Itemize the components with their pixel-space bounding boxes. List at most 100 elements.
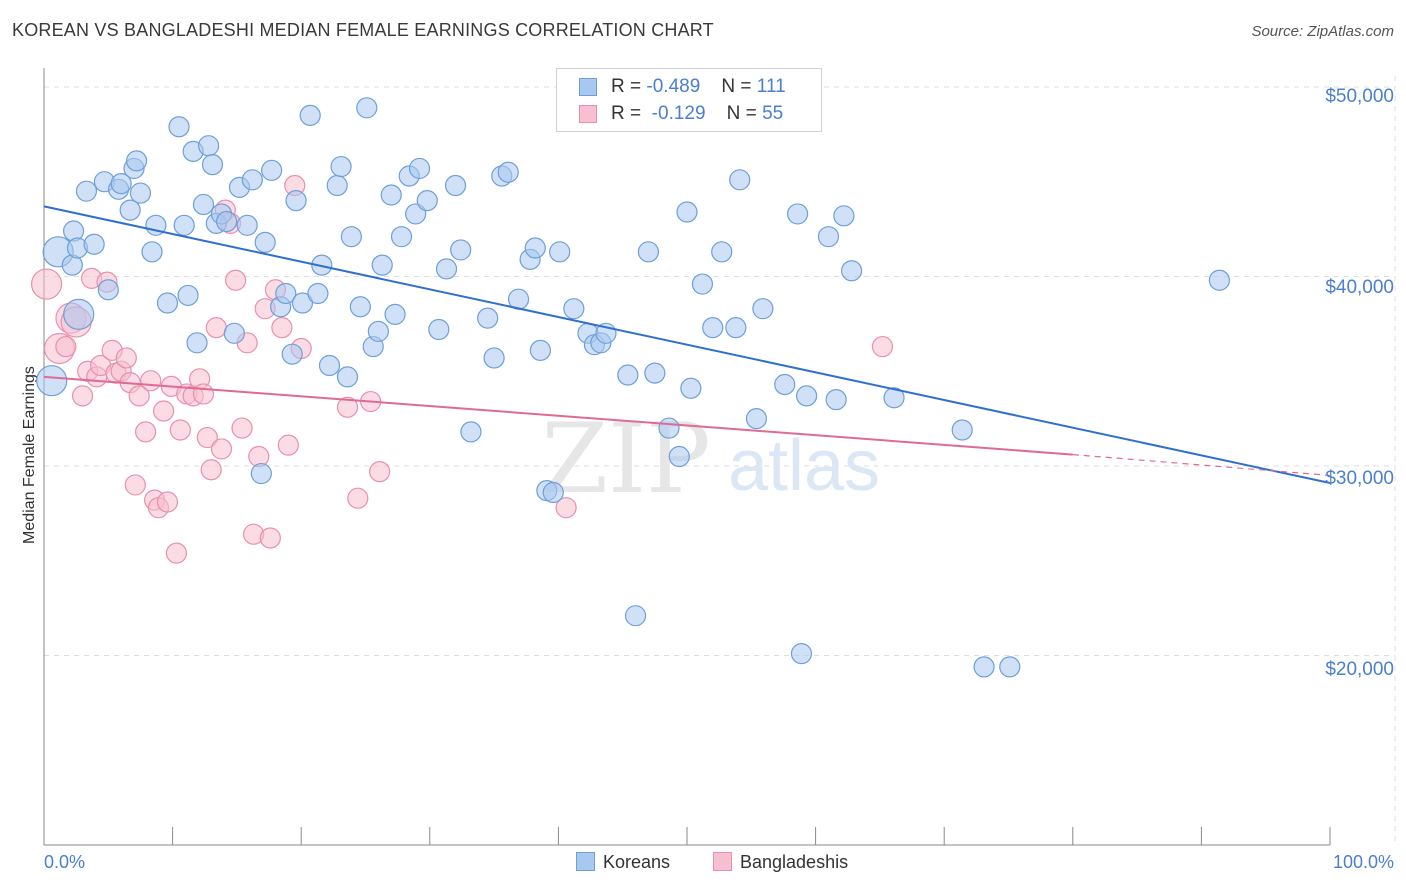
- korean-point-91: [691, 273, 714, 295]
- korean-point-77: [549, 241, 571, 263]
- korean-point-25: [198, 135, 220, 157]
- korean-point-98: [774, 373, 796, 396]
- korean-point-70: [497, 161, 519, 183]
- korean-point-83: [617, 364, 639, 386]
- korean-point-101: [795, 385, 818, 407]
- korean-point-87: [658, 417, 680, 439]
- korean-point-105: [841, 260, 863, 282]
- bangladeshi-point-52: [369, 461, 391, 483]
- korean-point-55: [380, 184, 402, 206]
- bangladeshi-point-54: [871, 335, 894, 358]
- korean-point-33: [241, 169, 263, 191]
- korean-point-19: [168, 116, 190, 138]
- bangladeshi-point-30: [192, 383, 215, 405]
- korean-point-97: [752, 298, 774, 320]
- korean-point-30: [223, 322, 245, 344]
- korean-point-73: [524, 237, 546, 259]
- korean-point-86: [644, 362, 666, 384]
- legend-n-value-bangladeshis: 55: [762, 103, 784, 124]
- korean-point-76: [542, 481, 564, 504]
- korean-point-32: [236, 214, 258, 236]
- legend-r-value-bangladeshis: -0.129: [651, 103, 706, 124]
- korean-point-42: [299, 104, 321, 126]
- korean-point-14: [125, 150, 148, 172]
- bangladeshi-point-16: [124, 474, 146, 496]
- korean-point-21: [177, 284, 199, 307]
- korean-point-1: [36, 365, 68, 397]
- bangladeshi-point-5: [71, 385, 94, 407]
- korean-point-20: [173, 214, 195, 236]
- korean-point-40: [285, 190, 307, 212]
- bangladeshi-point-31: [196, 426, 218, 449]
- legend-n-label: N =: [726, 103, 757, 124]
- korean-point-99: [786, 203, 809, 225]
- korean-point-60: [408, 157, 431, 180]
- korean-point-89: [676, 201, 698, 223]
- korean-point-16: [141, 241, 163, 263]
- bangladeshi-trend-line: [43, 375, 1073, 456]
- korean-point-88: [668, 445, 690, 468]
- korean-point-84: [624, 605, 647, 627]
- korean-point-54: [371, 254, 393, 276]
- korean-point-46: [326, 174, 348, 197]
- bangladeshi-point-18: [134, 421, 157, 443]
- bangladeshi-point-19: [140, 370, 162, 392]
- korean-point-13: [129, 182, 152, 204]
- korean-point-67: [477, 307, 499, 329]
- korean-point-57: [390, 226, 413, 248]
- bangladeshi-point-22: [152, 400, 175, 422]
- bangladeshi-point-43: [259, 527, 281, 549]
- bangladeshi-point-37: [225, 269, 247, 291]
- korean-point-48: [336, 366, 359, 388]
- bangladeshi-point-46: [277, 434, 299, 456]
- korean-point-96: [745, 407, 768, 430]
- watermark-atlas: atlas: [728, 426, 880, 506]
- korean-point-24: [192, 193, 215, 216]
- korean-point-18: [156, 292, 179, 314]
- korean-point-35: [254, 231, 276, 253]
- korean-point-38: [275, 282, 297, 305]
- korean-point-102: [817, 226, 840, 248]
- korean-point-15: [119, 199, 141, 221]
- bangladeshi-point-33: [205, 317, 227, 339]
- korean-point-65: [450, 239, 472, 261]
- x-tick-max: 100.0%: [1332, 852, 1394, 872]
- bangladeshi-point-2: [55, 335, 77, 358]
- korean-point-6: [83, 233, 105, 255]
- korean-point-49: [340, 226, 362, 248]
- legend-n-value-koreans: 111: [756, 76, 786, 97]
- bangladeshi-trend-extension: [1072, 454, 1331, 477]
- korean-point-29: [216, 210, 238, 233]
- bangladeshi-point-34: [210, 438, 233, 460]
- korean-point-64: [444, 174, 467, 197]
- korean-point-103: [825, 389, 847, 411]
- korean-point-106: [883, 387, 905, 409]
- korean-point-0: [63, 298, 95, 330]
- bottom-legend-label-bangladeshis: Bangladeshis: [740, 852, 849, 872]
- watermark: ZIP atlas: [541, 403, 880, 515]
- legend-r-value-koreans: -0.489: [646, 76, 701, 97]
- korean-point-74: [529, 339, 551, 361]
- korean-point-45: [318, 354, 341, 377]
- korean-point-85: [637, 241, 660, 263]
- korean-point-92: [702, 317, 724, 339]
- korean-point-56: [384, 303, 406, 325]
- korean-point-41: [291, 292, 314, 314]
- y-tick-20000: $20,000: [1325, 659, 1394, 680]
- trend-lines: [43, 205, 1331, 485]
- bangladeshi-point-53: [555, 497, 577, 519]
- korean-point-68: [483, 347, 505, 369]
- korean-point-95: [729, 169, 751, 191]
- korean-point-93: [711, 241, 733, 263]
- korean-point-78: [563, 298, 585, 320]
- legend-r-label: R =: [611, 103, 642, 124]
- bangladeshi-point-45: [271, 317, 293, 339]
- korean-point-26: [201, 154, 224, 176]
- korean-point-110: [1208, 269, 1231, 291]
- korean-point-11: [110, 173, 132, 195]
- legend-swatch-koreans: [579, 78, 597, 96]
- korean-point-63: [435, 258, 458, 280]
- axes: [43, 68, 1331, 846]
- bottom-legend-koreans: Koreans: [576, 852, 670, 873]
